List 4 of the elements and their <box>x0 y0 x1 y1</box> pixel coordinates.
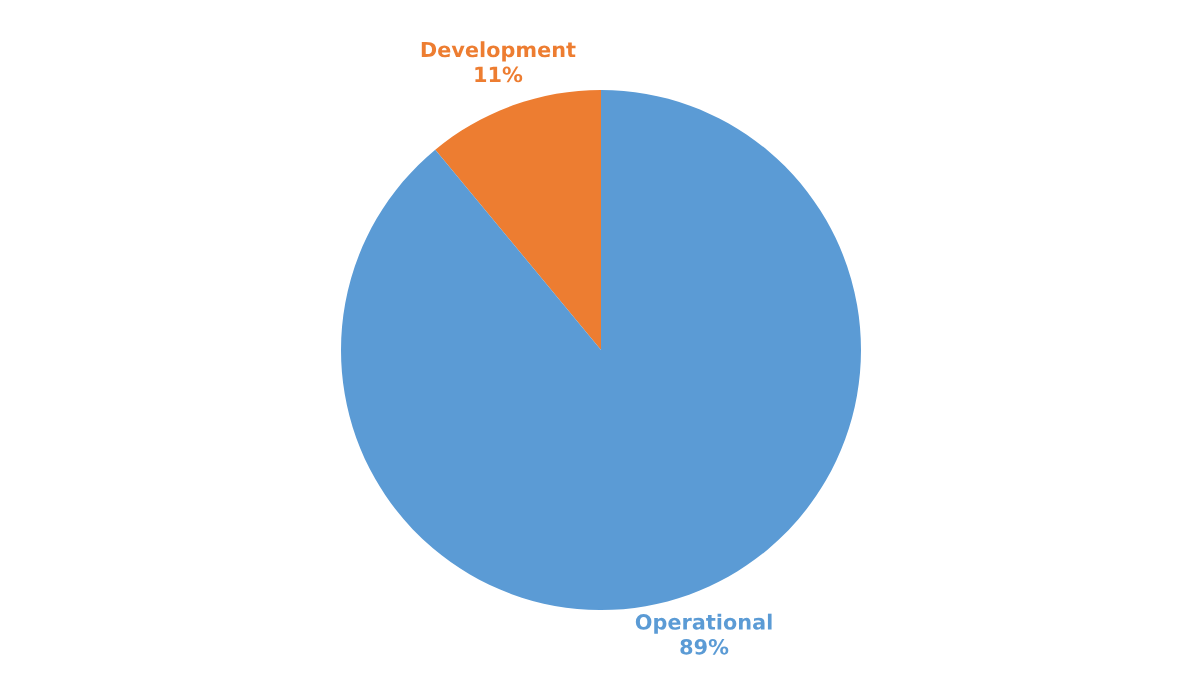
data-label: 89% <box>680 638 729 655</box>
slice-label: Development <box>421 41 576 62</box>
slice-label: Operational <box>635 613 772 634</box>
data-label: 11% <box>475 66 523 83</box>
